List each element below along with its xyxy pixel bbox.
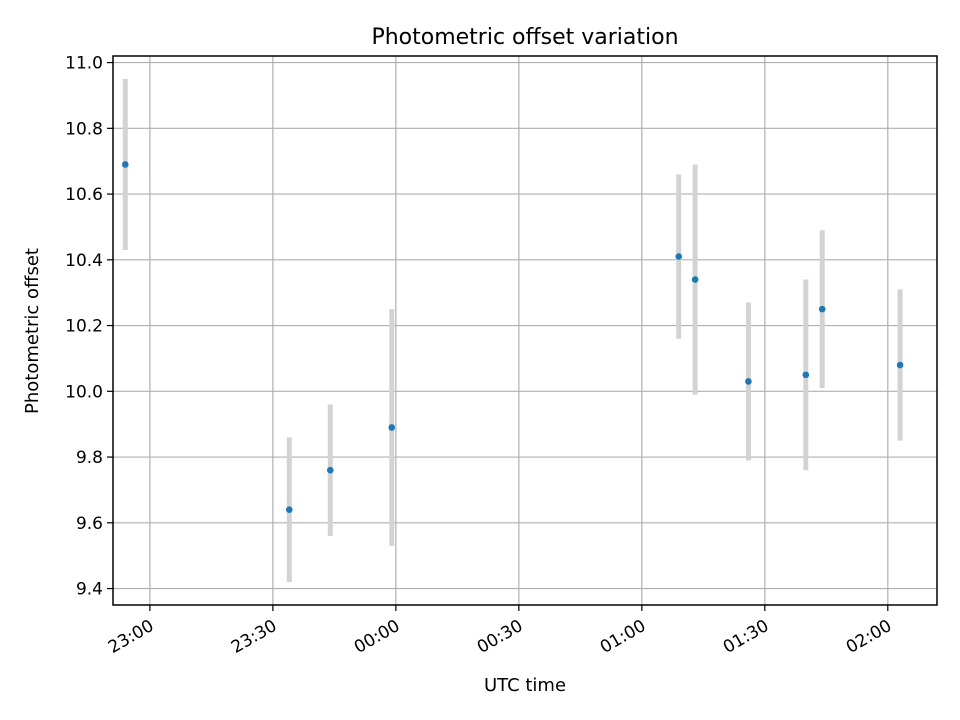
data-point xyxy=(285,506,293,513)
data-point xyxy=(745,378,752,385)
data-point xyxy=(675,253,683,260)
y-axis-ticks: 9.4 9.6 9.8 10.0 10.2 10.4 10.6 10.8 11.0 xyxy=(65,54,113,600)
data-points xyxy=(121,161,904,513)
y-tick-label: 10.2 xyxy=(65,317,103,337)
data-point xyxy=(326,466,334,474)
plot-frame xyxy=(112,55,938,606)
chart-title: Photometric offset variation xyxy=(371,25,678,50)
y-tick-label: 10.6 xyxy=(65,185,103,205)
y-tick-label: 11.0 xyxy=(65,54,103,74)
data-point xyxy=(818,305,826,313)
x-axis-label: UTC time xyxy=(484,675,566,696)
grid-lines xyxy=(113,56,937,605)
y-tick-label: 9.6 xyxy=(76,514,103,534)
data-point xyxy=(121,161,129,168)
data-point xyxy=(388,424,396,431)
y-tick-label: 10.8 xyxy=(65,119,103,139)
data-point xyxy=(691,276,699,283)
y-tick-label: 10.0 xyxy=(65,382,103,402)
data-point xyxy=(896,361,904,369)
y-tick-label: 9.8 xyxy=(76,448,103,468)
y-tick-label: 10.4 xyxy=(65,251,103,271)
data-point xyxy=(802,371,810,379)
y-tick-label: 9.4 xyxy=(76,580,103,600)
y-axis-label: Photometric offset xyxy=(22,248,43,414)
